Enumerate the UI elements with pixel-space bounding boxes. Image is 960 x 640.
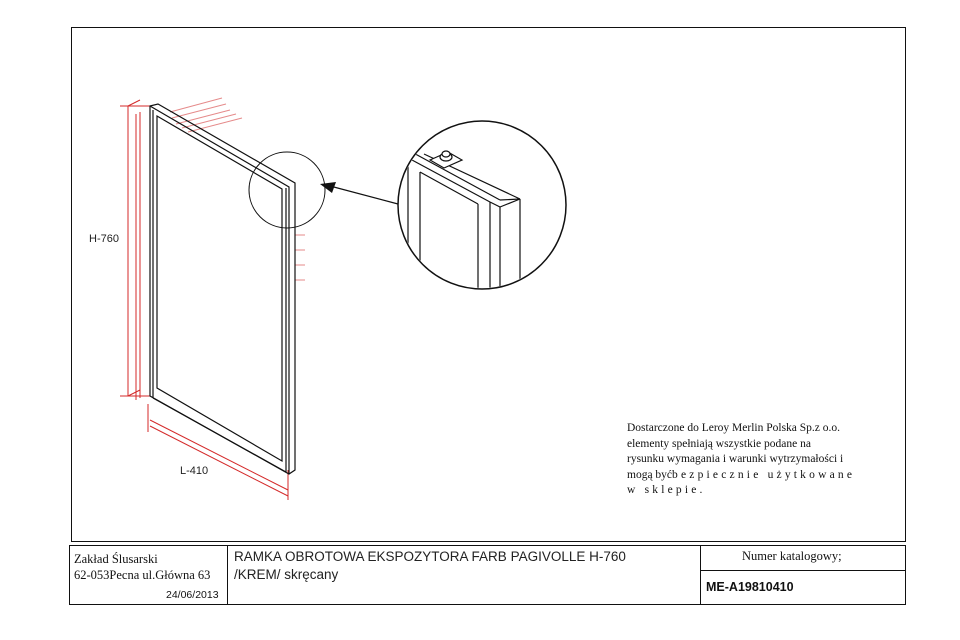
- catalog-number-value: ME-A19810410: [706, 580, 794, 594]
- drawing-title: RAMKA OBROTOWA EKSPOZYTORA FARB PAGIVOLL…: [234, 548, 626, 584]
- note-line-1: Dostarczone do Leroy Merlin Polska Sp.z …: [627, 422, 841, 434]
- length-dimension-label: L-410: [180, 465, 209, 477]
- compliance-note: Dostarczone do Leroy Merlin Polska Sp.z …: [627, 421, 917, 499]
- dimension-lines-length: [147, 404, 289, 500]
- company-name: Zakład Ślusarski: [74, 552, 158, 566]
- frame-isometric: [149, 103, 296, 475]
- detail-marker-circle: [248, 151, 326, 229]
- dimension-lines-height: [120, 99, 150, 400]
- height-dimension-label: H-760: [89, 233, 119, 245]
- note-line-2: elementy spełniają wszystkie podane na: [627, 437, 811, 450]
- dimension-lines-top: [169, 97, 243, 133]
- drawing-date: 24/06/2013: [166, 589, 219, 601]
- note-line-4a: mogą być: [627, 468, 673, 481]
- arrow-left-icon: [320, 182, 399, 205]
- title-block-frame: [69, 545, 906, 605]
- catalog-number-label: Numer katalogowy;: [742, 549, 842, 563]
- sheet-border: [71, 27, 906, 542]
- note-line-4b: bezpiecznie użytkowane: [672, 468, 856, 481]
- detail-view: [397, 120, 567, 290]
- note-line-5: w sklepie.: [627, 484, 706, 496]
- drawing-title-line-2: /KREM/ skręcany: [234, 567, 339, 582]
- company-address: 62-053Pecna ul.Główna 63: [74, 568, 211, 582]
- note-line-4: mogą byćbezpiecznie użytkowane: [627, 468, 917, 484]
- note-line-3: rysunku wymagania i warunki wytrzymałośc…: [627, 453, 844, 465]
- company-info: Zakład Ślusarski 62-053Pecna ul.Główna 6…: [74, 551, 219, 601]
- drawing-title-line-1: RAMKA OBROTOWA EKSPOZYTORA FARB PAGIVOLL…: [234, 549, 626, 564]
- dimension-lines-right: [295, 234, 305, 281]
